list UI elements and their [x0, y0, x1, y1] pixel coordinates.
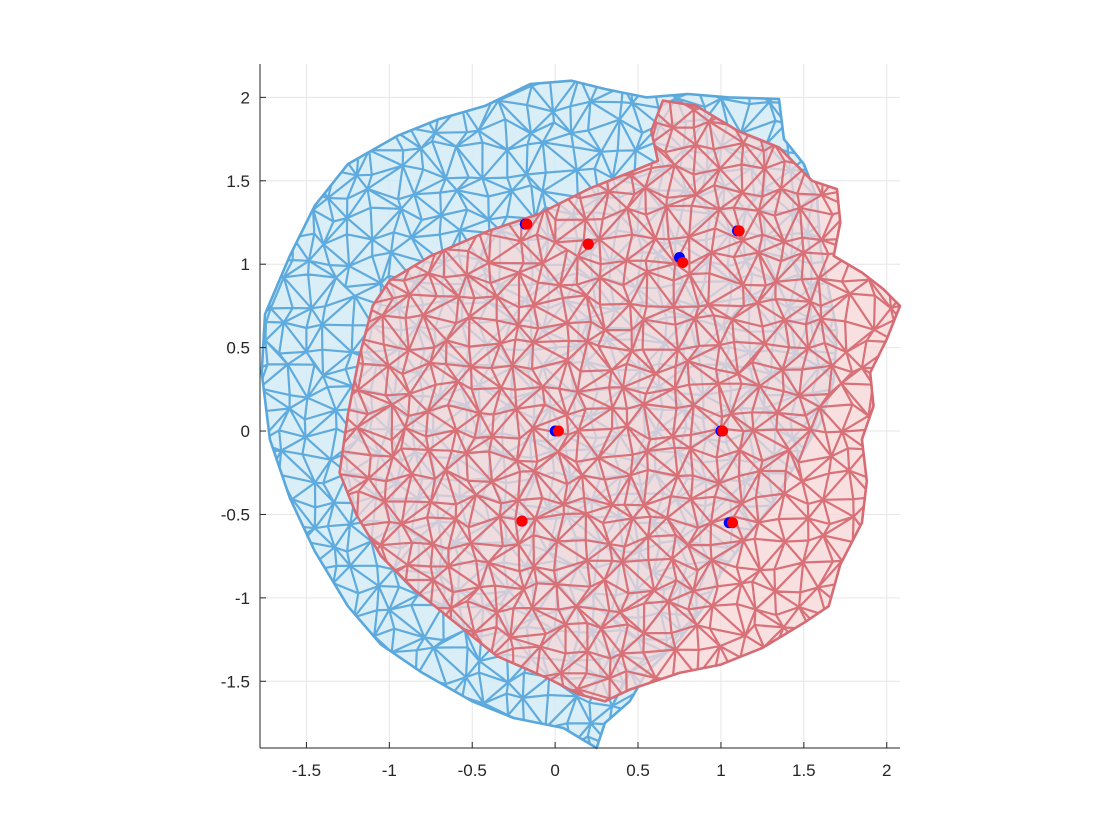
red-marker-point: [552, 425, 564, 437]
y-tick-label: -1.5: [221, 672, 250, 691]
y-tick-label: -0.5: [221, 505, 250, 524]
red-marker-point: [717, 425, 729, 437]
x-tick-label: -0.5: [458, 761, 487, 780]
red-marker-point: [727, 517, 739, 529]
y-axis-ticks: -1.5 -1 -0.5 0 0.5 1 1.5 2: [221, 88, 266, 691]
x-axis-ticks: -1.5 -1 -0.5 0 0.5 1 1.5 2: [292, 742, 891, 780]
x-tick-label: -1.5: [292, 761, 321, 780]
red-marker-point: [521, 218, 533, 230]
x-tick-label: -1: [382, 761, 397, 780]
y-tick-label: 1.5: [226, 172, 250, 191]
y-tick-label: 0.5: [226, 339, 250, 358]
mesh-layer: [260, 79, 902, 750]
mesh-boundary: [338, 99, 902, 703]
marker-layer: [516, 218, 745, 529]
x-tick-label: 2: [882, 761, 891, 780]
y-tick-label: -1: [235, 589, 250, 608]
red-marker-point: [733, 225, 745, 237]
y-tick-label: 0: [241, 422, 250, 441]
x-tick-label: 1.5: [792, 761, 816, 780]
y-tick-label: 1: [241, 255, 250, 274]
y-tick-label: 2: [241, 88, 250, 107]
red-marker-point: [582, 238, 594, 250]
x-tick-label: 0.5: [626, 761, 650, 780]
red-marker-point: [516, 515, 528, 527]
x-tick-label: 0: [550, 761, 559, 780]
x-tick-label: 1: [716, 761, 725, 780]
red-marker-point: [677, 257, 689, 269]
axes: [259, 64, 900, 749]
